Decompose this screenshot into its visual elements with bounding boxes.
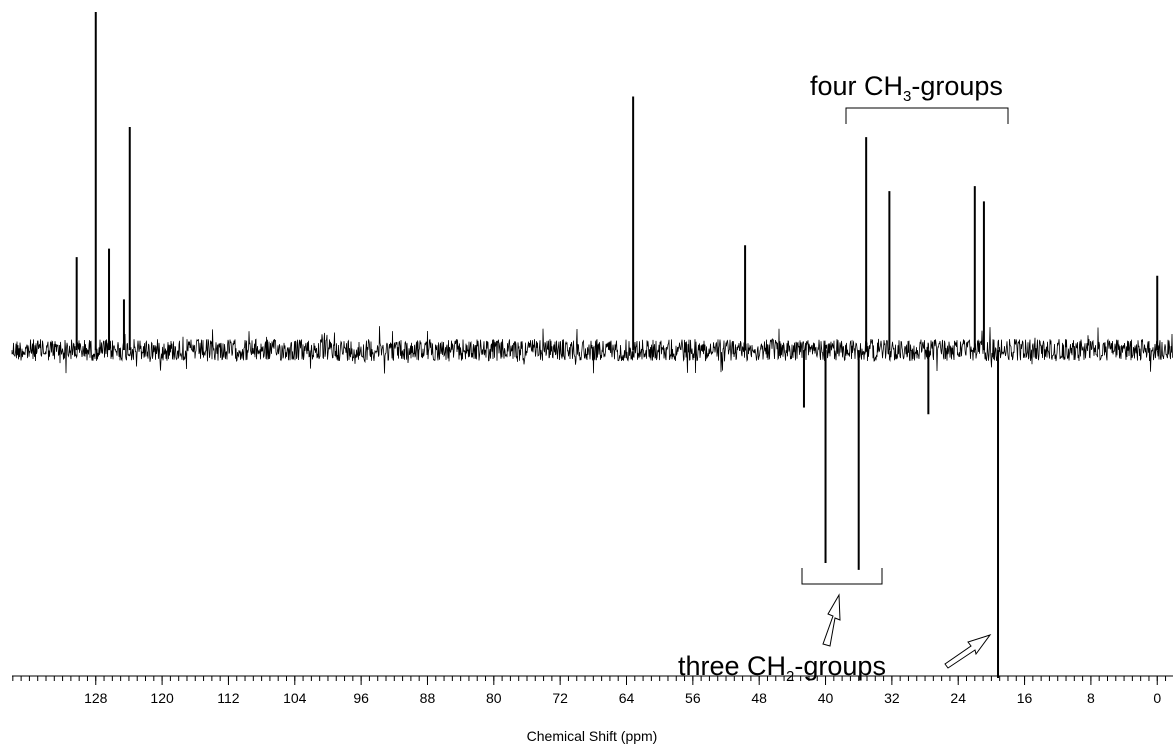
x-tick-label: 112 [217,690,240,706]
x-tick-label: 32 [884,690,900,706]
x-tick-label: 16 [1017,690,1033,706]
x-tick-label: 56 [685,690,701,706]
x-tick-label: 64 [619,690,635,706]
peaks [75,12,1159,678]
bracket [845,107,1009,124]
arrow [822,593,841,647]
annotation: three CH2-groups [678,651,886,685]
x-tick-label: 104 [283,690,307,706]
annotation: four CH3-groups [810,71,1003,105]
x-tick-label: 0 [1153,690,1161,706]
arrow [944,634,992,669]
x-axis-label: Chemical Shift (ppm) [527,728,658,744]
x-tick-label: 88 [420,690,436,706]
x-tick-label: 120 [150,690,174,706]
bracket [801,568,883,585]
x-ticks: 128 120 112 104 96 88 80 72 64 56 48 40 32 24 16 8 0 [12,676,1167,706]
baseline-noise [11,326,1173,374]
x-tick-label: 80 [486,690,502,706]
noise-trace [11,326,1173,374]
x-tick-label: 128 [84,690,108,706]
x-tick-label: 96 [353,690,369,706]
x-tick-label: 48 [751,690,767,706]
x-tick-label: 40 [818,690,834,706]
x-tick-label: 72 [552,690,568,706]
x-tick-label: 24 [950,690,966,706]
x-tick-label: 8 [1087,690,1095,706]
